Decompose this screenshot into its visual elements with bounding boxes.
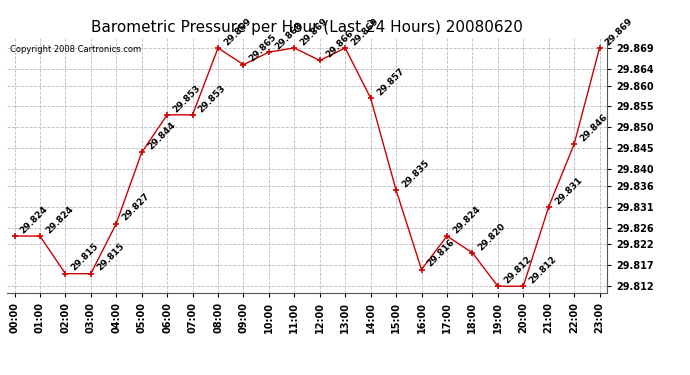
Text: 29.827: 29.827 (121, 192, 152, 223)
Text: 29.812: 29.812 (502, 255, 533, 285)
Text: 29.824: 29.824 (44, 204, 75, 235)
Text: 29.857: 29.857 (375, 66, 406, 98)
Text: 29.824: 29.824 (451, 204, 482, 235)
Text: 29.865: 29.865 (248, 33, 279, 64)
Text: 29.844: 29.844 (146, 121, 177, 152)
Text: 29.869: 29.869 (299, 16, 330, 47)
Title: Barometric Pressure per Hour (Last 24 Hours) 20080620: Barometric Pressure per Hour (Last 24 Ho… (91, 20, 523, 35)
Text: 29.846: 29.846 (578, 112, 609, 143)
Text: 29.869: 29.869 (222, 16, 253, 47)
Text: 29.866: 29.866 (324, 29, 355, 60)
Text: 29.815: 29.815 (95, 242, 126, 273)
Text: 29.869: 29.869 (349, 16, 380, 47)
Text: 29.820: 29.820 (477, 221, 507, 252)
Text: 29.816: 29.816 (426, 238, 457, 269)
Text: 29.853: 29.853 (197, 83, 228, 114)
Text: 29.824: 29.824 (19, 204, 50, 235)
Text: 29.812: 29.812 (527, 255, 558, 285)
Text: 29.853: 29.853 (171, 83, 202, 114)
Text: 29.835: 29.835 (400, 158, 431, 189)
Text: 29.868: 29.868 (273, 20, 304, 51)
Text: Copyright 2008 Cartronics.com: Copyright 2008 Cartronics.com (10, 45, 141, 54)
Text: 29.815: 29.815 (70, 242, 101, 273)
Text: 29.869: 29.869 (604, 16, 635, 47)
Text: 29.831: 29.831 (553, 175, 584, 206)
